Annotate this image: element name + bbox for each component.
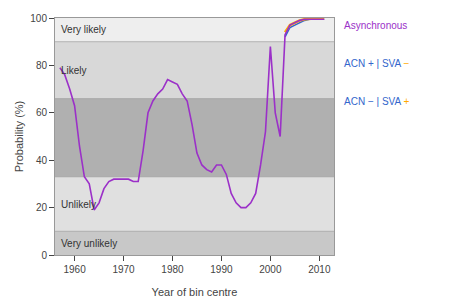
svg-text:80: 80 [36, 60, 48, 71]
svg-text:ACN + | SVA −: ACN + | SVA − [344, 58, 409, 69]
svg-text:Very likely: Very likely [61, 24, 106, 35]
svg-text:1970: 1970 [112, 264, 135, 275]
svg-text:40: 40 [36, 155, 48, 166]
svg-text:1990: 1990 [210, 264, 233, 275]
svg-text:ACN − | SVA +: ACN − | SVA + [344, 96, 409, 107]
svg-text:20: 20 [36, 202, 48, 213]
svg-text:1960: 1960 [63, 264, 86, 275]
svg-text:Likely: Likely [61, 65, 87, 76]
svg-text:0: 0 [41, 250, 47, 261]
svg-text:Asynchronous: Asynchronous [344, 20, 407, 31]
svg-text:1980: 1980 [161, 264, 184, 275]
svg-text:2010: 2010 [308, 264, 331, 275]
svg-text:Unlikely: Unlikely [61, 199, 96, 210]
svg-text:100: 100 [30, 13, 47, 24]
svg-text:Probability (%): Probability (%) [13, 101, 25, 173]
svg-text:2000: 2000 [259, 264, 282, 275]
svg-text:Year of bin centre: Year of bin centre [152, 286, 238, 298]
svg-text:Very unlikely: Very unlikely [61, 238, 117, 249]
svg-text:60: 60 [36, 107, 48, 118]
